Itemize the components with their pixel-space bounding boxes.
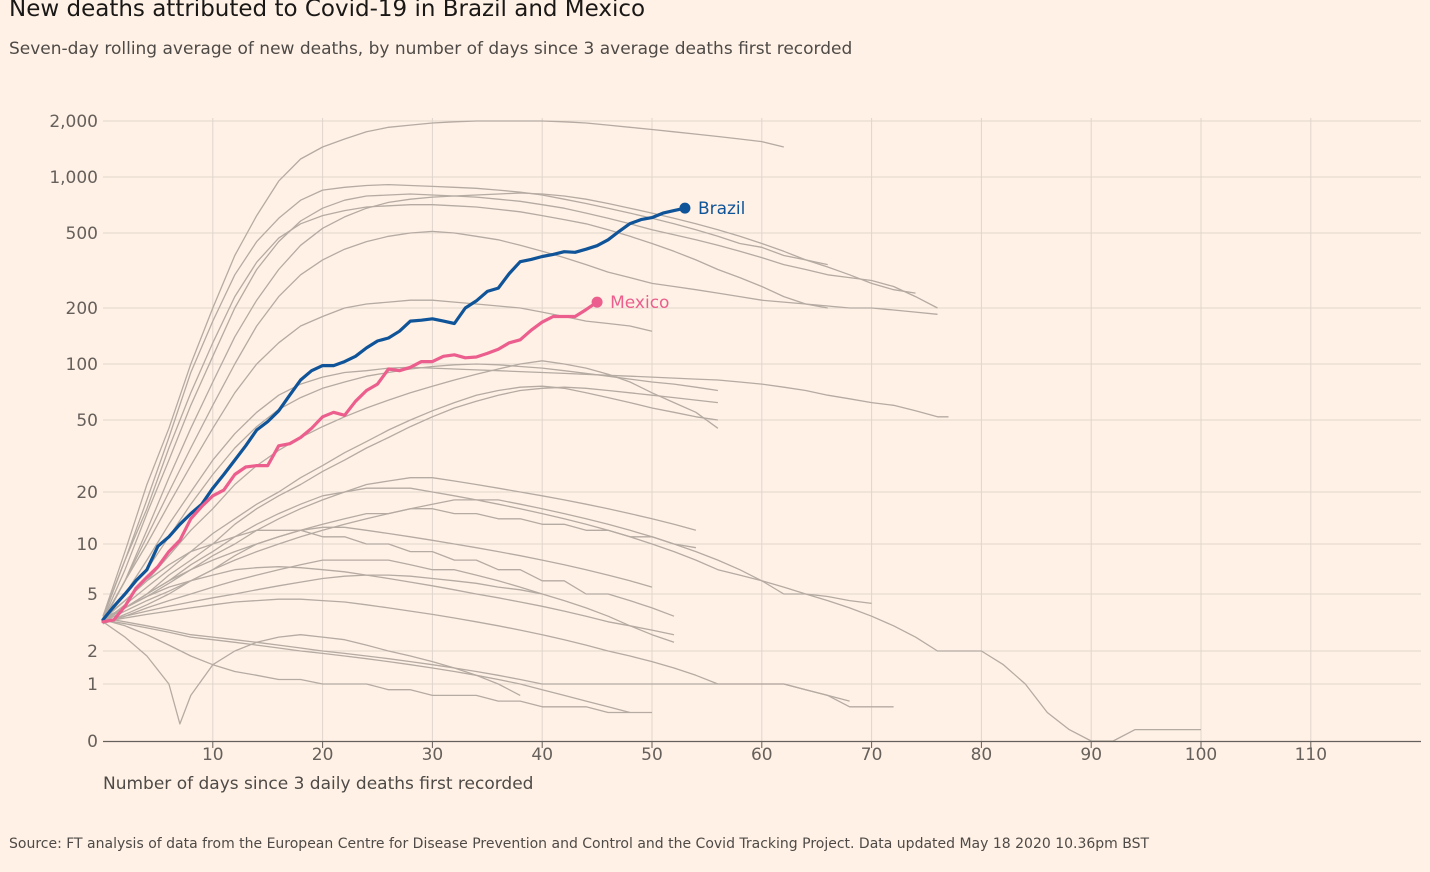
x-tick-label: 100 [1185, 745, 1217, 765]
x-tick-label: 90 [1080, 745, 1102, 765]
country-line [102, 574, 543, 623]
x-tick-label: 110 [1295, 745, 1327, 765]
country-line [102, 566, 675, 636]
highlight-series: Brazil Mexico [101, 199, 745, 624]
x-tick-label: 40 [531, 745, 553, 765]
country-line [102, 360, 719, 621]
y-tick-label: 10 [76, 535, 98, 555]
grid-lines [103, 118, 1421, 741]
y-tick-label: 500 [66, 224, 98, 244]
y-tick-label: 1,000 [49, 168, 98, 188]
x-tick-label: 50 [641, 745, 663, 765]
y-tick-label: 1 [87, 675, 98, 695]
country-line [102, 120, 784, 617]
country-line [102, 363, 718, 623]
y-tick-label: 0 [87, 732, 98, 752]
country-line [102, 192, 916, 623]
mexico-label: Mexico [610, 293, 669, 313]
brazil-label: Brazil [698, 199, 745, 219]
country-line [102, 619, 631, 714]
country-line [102, 499, 697, 623]
country-line [102, 183, 828, 619]
x-tick-label: 30 [422, 745, 444, 765]
country-line [102, 386, 718, 621]
country-line [102, 477, 697, 623]
chart-subtitle: Seven-day rolling average of new deaths,… [9, 39, 853, 59]
country-line [102, 385, 718, 623]
x-axis-ticks: 10 20 30 40 50 60 70 80 90 100 110 [202, 741, 1327, 765]
country-line [102, 529, 675, 619]
mexico-end-point [591, 296, 603, 308]
country-line [102, 619, 652, 714]
x-tick-label: 70 [861, 745, 883, 765]
country-line [102, 621, 521, 725]
y-tick-label: 50 [76, 411, 98, 431]
y-tick-label: 200 [66, 299, 98, 319]
background-series [102, 120, 1201, 742]
y-tick-label: 5 [87, 585, 98, 605]
country-line [102, 598, 894, 708]
country-line [102, 230, 938, 621]
source-note: Source: FT analysis of data from the Eur… [9, 836, 1150, 852]
mexico-line [101, 300, 599, 624]
brazil-end-point [679, 202, 691, 214]
country-line [102, 559, 675, 643]
brazil-line [101, 206, 687, 622]
y-tick-label: 2,000 [49, 112, 98, 132]
y-axis-ticks: 0 1 2 5 10 20 50 100 200 500 1,000 2,000 [49, 112, 98, 752]
chart-title: New deaths attributed to Covid-19 in Bra… [9, 0, 646, 22]
x-axis-label: Number of days since 3 daily deaths firs… [103, 774, 534, 794]
country-line [102, 487, 872, 621]
country-line [102, 204, 828, 617]
country-line [102, 193, 938, 621]
country-line [102, 366, 949, 619]
x-tick-label: 10 [202, 745, 224, 765]
y-tick-label: 2 [87, 642, 98, 662]
x-tick-label: 60 [751, 745, 773, 765]
y-tick-label: 100 [66, 355, 98, 375]
country-line [102, 617, 850, 702]
x-tick-label: 80 [971, 745, 993, 765]
x-tick-label: 20 [312, 745, 334, 765]
y-tick-label: 20 [76, 483, 98, 503]
